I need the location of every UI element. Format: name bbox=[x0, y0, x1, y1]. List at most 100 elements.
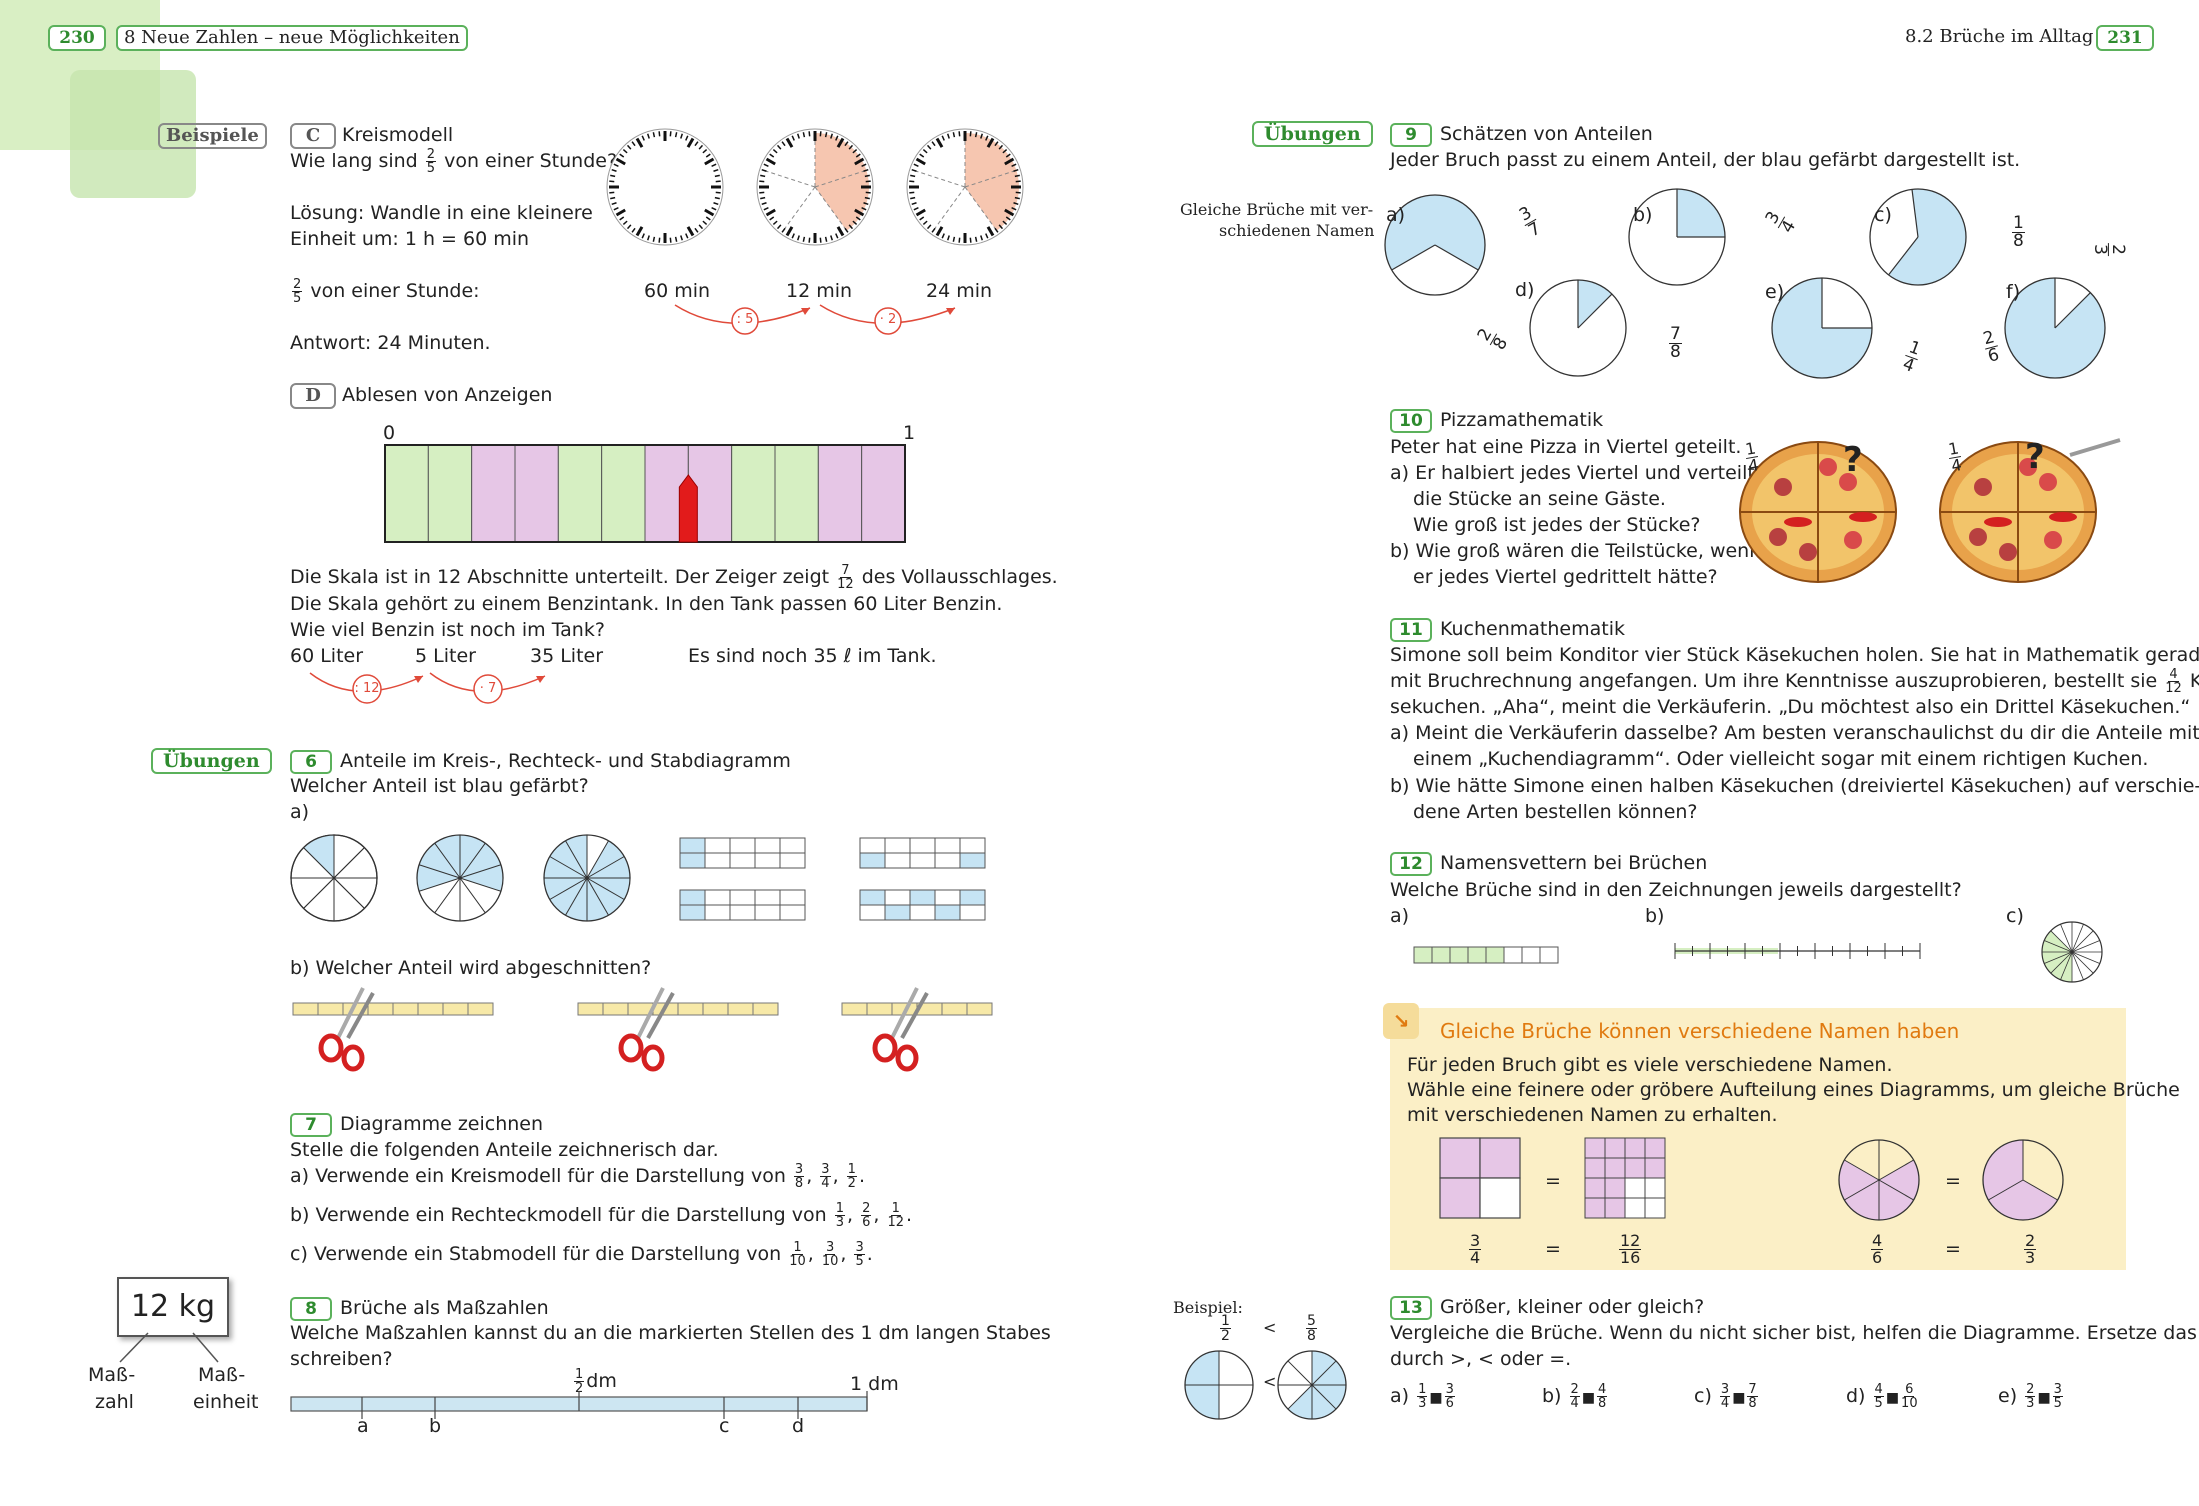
clock-tick bbox=[704, 208, 715, 217]
denominator: 6 bbox=[862, 1215, 871, 1230]
square-cell bbox=[1584, 1177, 1606, 1199]
bar-cell bbox=[1539, 946, 1559, 964]
denominator: 4 bbox=[1470, 1248, 1481, 1267]
text: Die Skala ist in 12 Abschnitte unterteil… bbox=[290, 566, 830, 588]
clock-tick bbox=[824, 236, 828, 242]
grid-cell bbox=[679, 889, 706, 906]
pizza-topping bbox=[1839, 473, 1857, 491]
clock-tick bbox=[852, 148, 858, 154]
denominator: 2 bbox=[1221, 1328, 1230, 1344]
clock-tick bbox=[909, 191, 915, 194]
pie-divider bbox=[2044, 951, 2073, 964]
denominator: 5 bbox=[2053, 1396, 2062, 1411]
chain-d-1: 5 Liter bbox=[415, 645, 476, 667]
denominator: 4 bbox=[821, 1176, 830, 1191]
numerator: 1 bbox=[792, 1240, 803, 1255]
grid-cell bbox=[859, 889, 886, 906]
grid-cell bbox=[704, 904, 731, 921]
grid-cell bbox=[779, 852, 806, 869]
pie-fill bbox=[1578, 280, 1612, 328]
exercise-7-intro: Stelle die folgenden Anteile zeichnerisc… bbox=[290, 1139, 719, 1161]
pie-divider bbox=[2071, 951, 2094, 974]
info-square-16 bbox=[1584, 1137, 1666, 1219]
denominator: 6 bbox=[1985, 344, 2002, 367]
clock-tick bbox=[694, 227, 699, 233]
clock-tick bbox=[1014, 174, 1020, 178]
ex9-pie-4 bbox=[1529, 279, 1627, 377]
exercise-11-t5: einem „Kuchendiagramm“. Oder vielleicht … bbox=[1413, 748, 2149, 770]
clock-tick bbox=[769, 153, 775, 158]
item-label: e) bbox=[1998, 1385, 2018, 1407]
square-cell bbox=[1584, 1197, 1606, 1219]
bar-cell bbox=[1467, 946, 1487, 964]
clock-tick bbox=[776, 224, 782, 230]
exercise-11-t4: a) Meint die Verkäuferin dasselbe? Am be… bbox=[1390, 722, 2199, 744]
clock-tick bbox=[855, 153, 861, 158]
exercise-10-t5: b) Wie groß wären die Teilstücke, wenn bbox=[1390, 540, 1762, 562]
pizza-2 bbox=[1939, 441, 2097, 583]
grid-cell bbox=[884, 904, 911, 921]
pie-divider bbox=[1287, 1360, 1313, 1386]
ex9-label-b: b) bbox=[1633, 204, 1653, 226]
pie-divider bbox=[459, 877, 502, 892]
op-d-1: · 7 bbox=[479, 681, 497, 696]
ex9-pie-1 bbox=[1384, 194, 1486, 296]
square-cell bbox=[1584, 1157, 1606, 1179]
square-cell bbox=[1644, 1157, 1666, 1179]
clock-tick bbox=[685, 135, 689, 141]
pizza-topping bbox=[1974, 478, 1992, 496]
numerator: 7 bbox=[1669, 324, 1682, 344]
clock-tick bbox=[610, 196, 616, 200]
clock-tick bbox=[865, 191, 871, 194]
grid-cell bbox=[704, 837, 731, 854]
placeholder-box: ■ bbox=[1885, 1390, 1900, 1406]
ex12-stick-b bbox=[1674, 943, 1921, 959]
grid-cell bbox=[779, 904, 806, 921]
clock-tick bbox=[980, 235, 984, 241]
pie-divider bbox=[586, 856, 625, 879]
pie-divider bbox=[565, 877, 588, 916]
clock-tick bbox=[913, 163, 919, 167]
pie-divider bbox=[2071, 930, 2094, 953]
item-label: d) bbox=[1846, 1385, 1866, 1407]
denominator: 3 bbox=[2026, 1396, 2035, 1411]
clock-tick bbox=[911, 168, 917, 172]
denominator: 5 bbox=[1874, 1396, 1883, 1411]
clock-tick bbox=[922, 148, 928, 154]
grid-cell bbox=[909, 889, 936, 906]
exercise-7-a: a) Verwende ein Kreismodell für die Dars… bbox=[290, 1162, 865, 1191]
square-cell bbox=[1604, 1157, 1626, 1179]
pizza-topping bbox=[1774, 478, 1792, 496]
grid-cell bbox=[884, 889, 911, 906]
clock-1 bbox=[606, 128, 724, 246]
clock-tick bbox=[765, 208, 776, 217]
square-cell bbox=[1479, 1137, 1521, 1179]
denominator: 3 bbox=[2089, 244, 2110, 255]
grid-cell bbox=[754, 889, 781, 906]
square-cell bbox=[1624, 1177, 1646, 1199]
clock-tick bbox=[615, 157, 626, 166]
item-label: a) bbox=[1390, 1385, 1410, 1407]
clock-tick bbox=[761, 168, 767, 172]
scissor-handle bbox=[618, 1033, 644, 1063]
chain-d-0: 60 Liter bbox=[290, 645, 364, 667]
clock-tick bbox=[941, 135, 945, 141]
stick-mark-d: d bbox=[792, 1415, 805, 1437]
exercise-11-heading: 11 Kuchenmathematik bbox=[1390, 616, 1625, 642]
fraction: 1 10 bbox=[789, 1241, 806, 1268]
exercise-12-heading: 12 Namensvettern bei Brüchen bbox=[1390, 850, 1707, 876]
pie-divider bbox=[2071, 924, 2084, 953]
ex6-pie-2 bbox=[416, 834, 504, 922]
exercise-8-text-2: schreiben? bbox=[290, 1348, 393, 1370]
pie-divider bbox=[549, 856, 588, 879]
bar-cell bbox=[1431, 946, 1451, 964]
gauge-segment bbox=[774, 444, 819, 543]
denominator: 5 bbox=[426, 161, 436, 176]
pie-divider bbox=[1844, 1179, 1880, 1201]
